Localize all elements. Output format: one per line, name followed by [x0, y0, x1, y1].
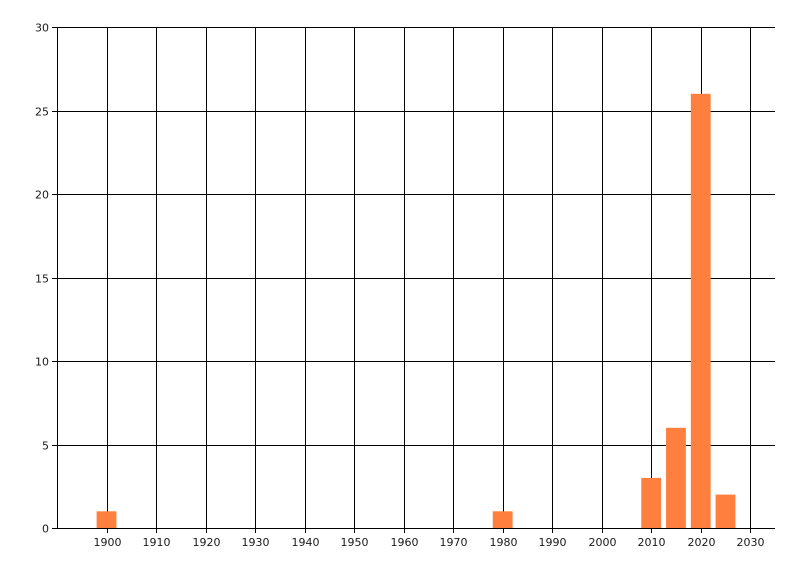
x-tick-label: 1990 [539, 536, 567, 549]
x-tick-label: 2000 [589, 536, 617, 549]
x-tick-label: 1930 [242, 536, 270, 549]
y-tick-labels: 0 5 10 15 20 25 30 [35, 22, 49, 536]
bars [96, 93, 736, 529]
x-tick-label: 1980 [490, 536, 518, 549]
y-tick-label: 5 [42, 440, 49, 453]
grid [52, 27, 775, 533]
x-tick-label: 1900 [94, 536, 122, 549]
bar-2015 [666, 427, 686, 528]
y-tick-label: 0 [42, 523, 49, 536]
y-tick-label: 30 [35, 22, 49, 35]
x-tick-label: 2010 [638, 536, 666, 549]
bar-2025 [715, 494, 736, 528]
x-tick-label: 1920 [193, 536, 221, 549]
y-tick-label: 25 [35, 106, 49, 119]
x-tick-label: 1910 [143, 536, 171, 549]
y-tick-label: 10 [35, 356, 49, 369]
x-tick-label: 1940 [292, 536, 320, 549]
axes [57, 27, 775, 529]
y-tick-label: 20 [35, 189, 49, 202]
bar-2020 [690, 93, 711, 529]
x-tick-label: 2020 [688, 536, 716, 549]
x-tick-label: 1960 [391, 536, 419, 549]
y-tick-label: 15 [35, 273, 49, 286]
bar-1980 [492, 511, 513, 528]
x-tick-label: 1970 [440, 536, 468, 549]
x-tick-label: 2030 [737, 536, 765, 549]
bar-1900 [96, 511, 117, 528]
x-tick-labels: 1900 1910 1920 1930 1940 1950 1960 1970 1980 1990… [94, 536, 765, 549]
bar-2010 [641, 477, 662, 528]
x-tick-label: 1950 [341, 536, 369, 549]
